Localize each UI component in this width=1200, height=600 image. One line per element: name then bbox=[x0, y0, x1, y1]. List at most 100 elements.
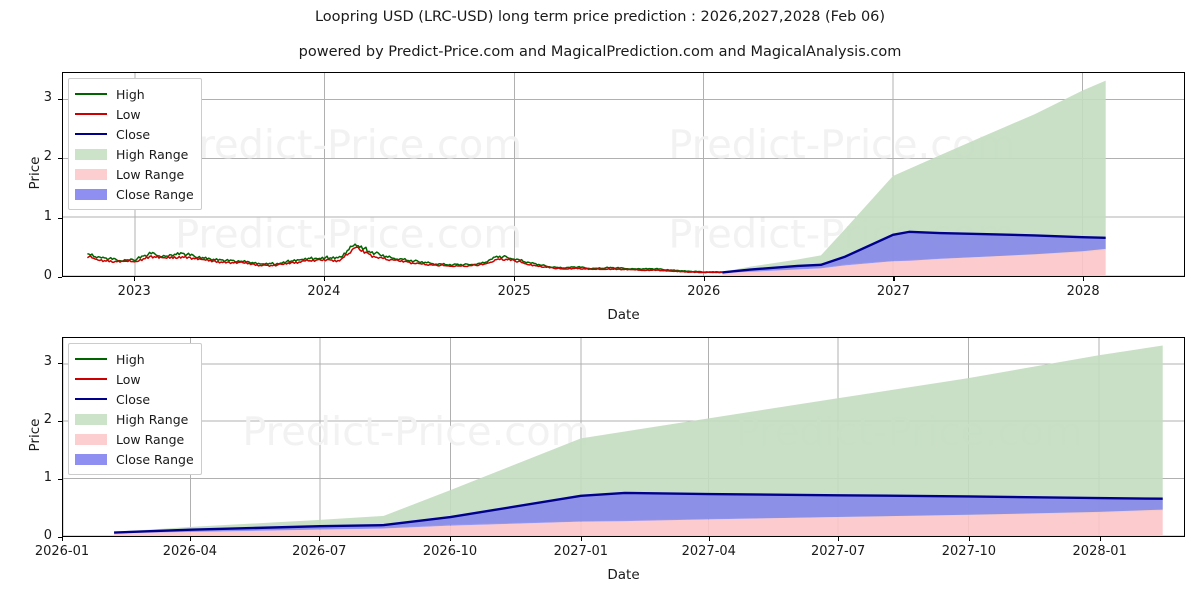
legend-line-swatch-icon bbox=[75, 108, 107, 121]
chart-title: Loopring USD (LRC-USD) long term price p… bbox=[314, 9, 886, 25]
top-chart-x-tick-label: 2028 bbox=[1066, 284, 1100, 299]
chart-subtitle: powered by Predict-Price.com and Magical… bbox=[298, 44, 902, 60]
bottom-chart-x-tick-mark bbox=[968, 537, 971, 541]
legend-item-label: Low bbox=[116, 371, 141, 387]
bottom-chart-legend-item-high[interactable]: High bbox=[75, 349, 194, 369]
bottom-chart-x-tick-label: 2026-04 bbox=[162, 544, 218, 559]
legend-patch-swatch-icon bbox=[75, 188, 107, 201]
bottom-chart-legend-item-low[interactable]: Low bbox=[75, 369, 194, 389]
top-chart-legend-item-close-range[interactable]: Close Range bbox=[75, 184, 194, 204]
svg-text:Predict-Price.com: Predict-Price.com bbox=[175, 122, 522, 168]
bottom-chart-x-tick-label: 2027-04 bbox=[681, 544, 736, 559]
swatch-fill bbox=[75, 113, 107, 115]
swatch-fill bbox=[75, 188, 107, 200]
bottom-chart-x-tick-label: 2027-07 bbox=[810, 544, 866, 559]
bottom-chart-x-tick-mark bbox=[450, 537, 452, 541]
top-chart-y-tick-label: 0 bbox=[43, 268, 52, 283]
top-chart-legend-item-close[interactable]: Close bbox=[75, 124, 194, 144]
bottom-chart-legend-item-close[interactable]: Close bbox=[75, 389, 194, 409]
bottom-chart-x-tick-label: 2027-01 bbox=[553, 544, 608, 559]
top-chart-y-tick-mark bbox=[58, 158, 62, 160]
top-chart-x-tick-mark bbox=[1083, 277, 1085, 281]
bottom-chart-y-axis-label: Price bbox=[27, 418, 43, 452]
bottom-chart-y-tick-label: 3 bbox=[43, 354, 52, 370]
bottom-chart-legend: High Low Close High Range Low Range Close Ran… bbox=[68, 343, 202, 475]
bottom-chart-x-tick-label: 2026-07 bbox=[292, 544, 347, 559]
top-chart-y-tick-mark bbox=[58, 277, 62, 279]
top-chart-y-axis-label: Price bbox=[27, 156, 43, 189]
swatch-fill bbox=[75, 453, 107, 465]
top-chart-legend-item-high[interactable]: High bbox=[75, 84, 194, 104]
legend-item-label: High Range bbox=[116, 411, 189, 427]
legend-line-swatch-icon bbox=[75, 128, 107, 141]
bottom-chart-x-tick-mark bbox=[319, 537, 321, 541]
top-chart-x-tick-mark bbox=[323, 277, 325, 281]
bottom-chart-y-tick-mark bbox=[58, 479, 62, 481]
top-chart-legend-item-high-range[interactable]: High Range bbox=[75, 144, 194, 164]
top-chart-x-tick-mark bbox=[893, 277, 895, 281]
swatch-fill bbox=[75, 413, 107, 425]
legend-item-label: Close bbox=[116, 391, 151, 407]
top-chart-legend-item-low[interactable]: Low bbox=[75, 104, 194, 124]
bottom-chart-x-tick-mark bbox=[708, 537, 710, 541]
legend-line-swatch-icon bbox=[75, 353, 107, 366]
legend-line-swatch-icon bbox=[75, 88, 107, 101]
top-chart-x-tick-label: 2026 bbox=[687, 284, 721, 299]
bottom-chart-x-tick-label: 2028-01 bbox=[1072, 544, 1127, 559]
bottom-chart-x-tick-label: 2027-10 bbox=[941, 544, 997, 559]
swatch-fill bbox=[75, 93, 107, 95]
legend-patch-swatch-icon bbox=[75, 148, 107, 161]
top-chart-canvas: Predict-Price.com Predict-Price.comPredic… bbox=[63, 73, 1184, 276]
swatch-fill bbox=[75, 148, 107, 160]
bottom-chart-x-tick-label: 2026-10 bbox=[422, 544, 478, 559]
bottom-chart-y-tick-mark bbox=[58, 421, 62, 423]
legend-line-swatch-icon bbox=[75, 393, 107, 406]
svg-text:Predict-Price.com: Predict-Price.com bbox=[242, 409, 589, 455]
bottom-chart-legend-item-high-range[interactable]: High Range bbox=[75, 409, 194, 429]
top-chart-legend-item-low-range[interactable]: Low Range bbox=[75, 164, 194, 184]
top-chart-x-tick-label: 2024 bbox=[307, 284, 341, 299]
bottom-chart-x-tick-mark bbox=[189, 537, 192, 541]
legend-item-label: Low bbox=[116, 106, 141, 122]
top-chart-x-tick-mark bbox=[134, 277, 136, 281]
top-chart-y-tick-label: 2 bbox=[43, 149, 52, 165]
swatch-fill bbox=[75, 133, 107, 135]
bottom-chart-y-tick-label: 1 bbox=[43, 470, 52, 486]
legend-patch-swatch-icon bbox=[75, 453, 107, 466]
swatch-fill bbox=[75, 358, 107, 360]
top-chart-x-tick-label: 2025 bbox=[497, 284, 531, 299]
bottom-chart-x-axis-label: Date bbox=[607, 567, 640, 583]
bottom-chart-x-tick-mark bbox=[62, 537, 64, 541]
swatch-fill bbox=[75, 168, 107, 180]
top-chart-x-tick-mark bbox=[514, 277, 516, 281]
bottom-chart-x-tick-mark bbox=[580, 537, 582, 541]
top-chart-legend: High Low Close High Range Low Range Close Ran… bbox=[68, 78, 202, 210]
top-chart-x-tick-label: 2023 bbox=[117, 284, 151, 299]
legend-patch-swatch-icon bbox=[75, 413, 107, 426]
legend-item-label: Low Range bbox=[116, 166, 185, 182]
swatch-fill bbox=[75, 433, 107, 445]
bottom-chart-y-tick-label: 0 bbox=[43, 528, 52, 543]
legend-item-label: Low Range bbox=[116, 431, 185, 447]
legend-patch-swatch-icon bbox=[75, 168, 107, 181]
legend-item-label: Close Range bbox=[116, 186, 194, 202]
legend-item-label: Close bbox=[116, 126, 151, 142]
legend-line-swatch-icon bbox=[75, 373, 107, 386]
top-chart-x-tick-label: 2027 bbox=[876, 284, 910, 299]
bottom-chart-legend-item-low-range[interactable]: Low Range bbox=[75, 429, 194, 449]
bottom-chart-x-tick-mark bbox=[1099, 537, 1101, 541]
legend-item-label: High bbox=[116, 351, 145, 367]
bottom-chart-y-tick-mark bbox=[58, 537, 62, 539]
bottom-chart-y-tick-mark bbox=[58, 363, 62, 365]
legend-item-label: High bbox=[116, 86, 145, 102]
top-chart-y-tick-mark bbox=[58, 98, 62, 100]
top-chart-plot-area: Predict-Price.com Predict-Price.com Predic… bbox=[62, 72, 1185, 277]
bottom-chart-x-tick-mark bbox=[838, 537, 840, 541]
swatch-fill bbox=[75, 378, 107, 380]
legend-item-label: High Range bbox=[116, 146, 189, 162]
legend-patch-swatch-icon bbox=[75, 433, 107, 446]
bottom-chart-legend-item-close-range[interactable]: Close Range bbox=[75, 449, 194, 469]
